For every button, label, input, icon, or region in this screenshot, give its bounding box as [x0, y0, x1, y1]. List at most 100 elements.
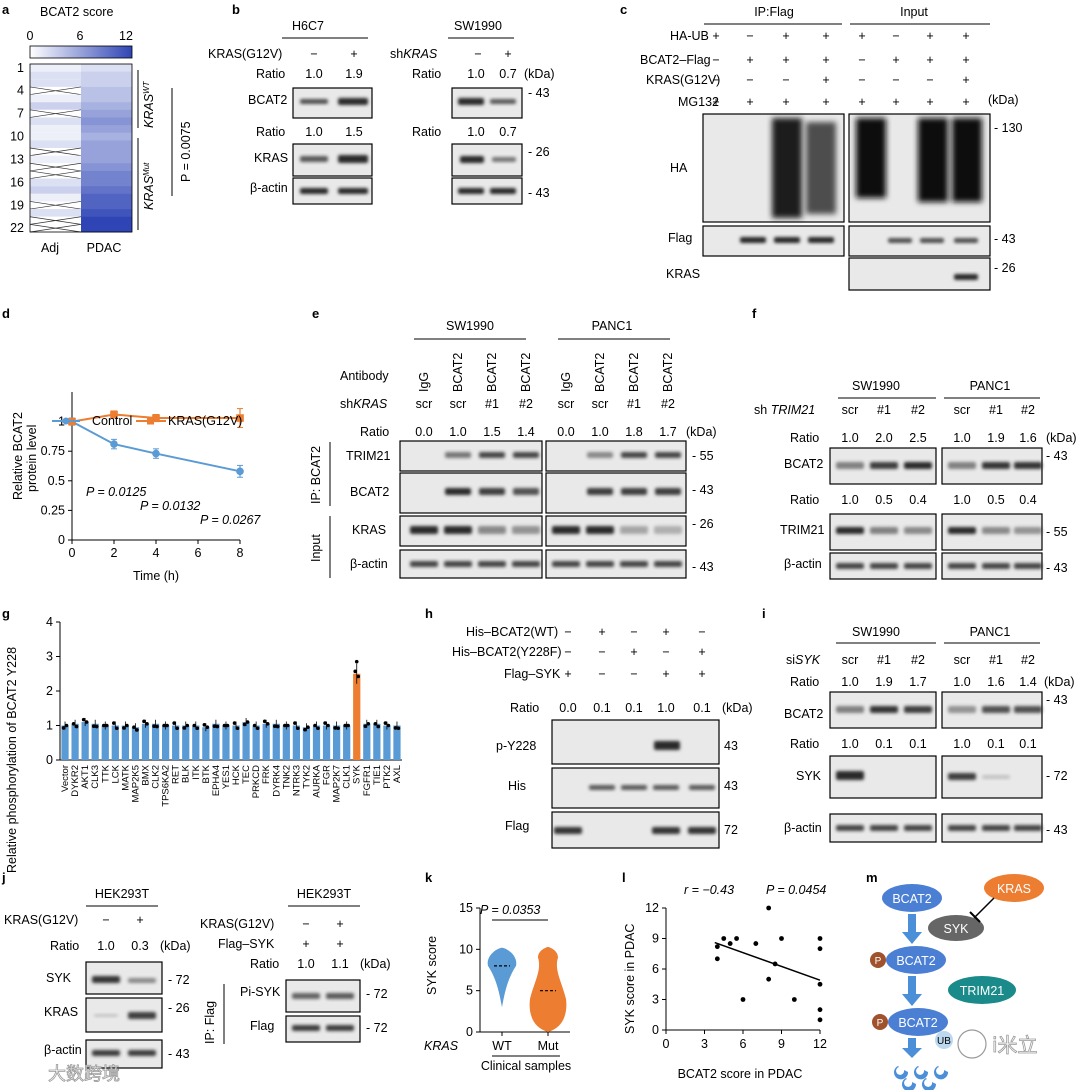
h-sign: − [564, 625, 571, 639]
c-sign: + [782, 53, 789, 67]
c-band [774, 237, 800, 243]
b-band [300, 99, 328, 104]
blot-band [410, 561, 438, 567]
e-row-actin: β-actin [350, 557, 388, 571]
l-point [714, 956, 720, 962]
l-point [766, 976, 772, 982]
blot-band [128, 978, 156, 983]
e-ratio-label: Ratio [360, 425, 389, 439]
g-bar-aurka [312, 725, 321, 760]
heatmap-cell-adj [30, 79, 81, 87]
e-sh: #1 [627, 397, 641, 411]
c-blot-ha-label: HA [670, 161, 688, 175]
d-point-kras [236, 414, 244, 422]
blot-band [948, 527, 976, 534]
blot-band [128, 1012, 156, 1019]
blot-band [948, 563, 976, 569]
blot-band [654, 561, 682, 567]
k-y-tick-label: 15 [459, 901, 473, 915]
c-blot-flag-label: Flag [668, 231, 692, 245]
g-x-tick-label: DYRK4 [271, 765, 282, 797]
heatmap-missing-cross [29, 170, 82, 179]
c-sign: + [926, 53, 933, 67]
c-smear [772, 118, 802, 218]
k-x-tick-label: Mut [538, 1039, 559, 1053]
panel-label-d: d [2, 306, 10, 321]
blot-band [904, 706, 932, 713]
g-bar-fgfr1 [363, 723, 371, 760]
g-bar-vector [61, 725, 69, 760]
m-fragment [922, 1078, 937, 1090]
g-dot [316, 726, 320, 731]
f-mw-1: - 43 [1046, 449, 1068, 463]
m-arrow-1 [902, 914, 922, 944]
e-side-ip: IP: BCAT2 [309, 446, 323, 504]
d-point-kras [152, 414, 160, 422]
i-ratio1: 1.0 [841, 675, 858, 689]
c-sign: + [822, 95, 829, 109]
panel-label-c: c [620, 2, 627, 17]
h-mw-3: 72 [724, 823, 738, 837]
c-sign: + [892, 95, 899, 109]
g-x-tick-label: FRK [261, 764, 272, 784]
g-dot [255, 726, 260, 731]
h-sign: + [698, 667, 705, 681]
g-dot [363, 724, 368, 728]
heatmap-pvalue: P = 0.0075 [179, 121, 193, 182]
l-point [734, 936, 739, 941]
h-sign: − [630, 667, 637, 681]
blot-band [479, 488, 505, 495]
g-dot [94, 724, 99, 729]
f-ratio2: 0.4 [1019, 493, 1036, 507]
f-sh: #1 [877, 403, 891, 417]
heatmap-frame [29, 63, 133, 233]
g-x-tick-label: FGFR1 [362, 765, 373, 796]
j-ratio-label-right: Ratio [250, 957, 279, 971]
c-smear [918, 118, 948, 202]
blot-band [655, 452, 681, 458]
g-dot [323, 721, 327, 725]
d-x-tick-label: 0 [69, 546, 76, 560]
heatmap-cell-pdac [81, 224, 132, 233]
g-dot [354, 659, 359, 664]
g-dot [84, 720, 89, 724]
j-cond-right: KRAS(G12V) [200, 917, 274, 931]
h-sign: − [598, 645, 605, 659]
j-mw-l1: - 72 [168, 973, 190, 987]
g-x-tick-label: HCK [231, 764, 242, 785]
g-dot [155, 724, 159, 729]
g-x-tick-label: TEC [241, 765, 252, 784]
heatmap-row-tick: 22 [10, 221, 24, 235]
blot-band [620, 561, 648, 567]
g-dot [293, 721, 297, 725]
i-si: scr [954, 653, 971, 667]
g-y-tick-label: 3 [46, 650, 53, 664]
g-bar-ntrk3 [292, 725, 301, 760]
i-ratio1: 1.6 [987, 675, 1004, 689]
f-sh: #2 [1021, 403, 1035, 417]
g-dot [215, 724, 220, 729]
d-pval-1: P = 0.0125 [86, 485, 146, 499]
heatmap-missing-cross [29, 147, 82, 156]
e-cell-2: PANC1 [592, 319, 633, 333]
j-sign-l1: − [102, 913, 109, 927]
g-dot [142, 719, 146, 724]
scale-tick-0: 0 [27, 29, 34, 43]
i-ratio1: 1.9 [875, 675, 892, 689]
b-ratio-label-1r: Ratio [412, 67, 441, 81]
g-x-tick-label: BTK [201, 764, 212, 783]
b-band [300, 188, 328, 194]
g-bar-epha4 [212, 723, 220, 760]
g-dot [162, 723, 166, 728]
i-si: scr [842, 653, 859, 667]
e-antibody: IgG [559, 372, 573, 392]
j-bands [92, 976, 354, 1056]
d-point-control [152, 449, 160, 458]
d-pval-2: P = 0.0132 [140, 499, 200, 513]
c-sign: + [858, 29, 865, 43]
d-legend-control-marker [62, 417, 70, 425]
f-ratio-label-1: Ratio [790, 431, 819, 445]
f-ratio2: 0.4 [909, 493, 926, 507]
j-ratio-l2: 0.3 [131, 939, 148, 953]
